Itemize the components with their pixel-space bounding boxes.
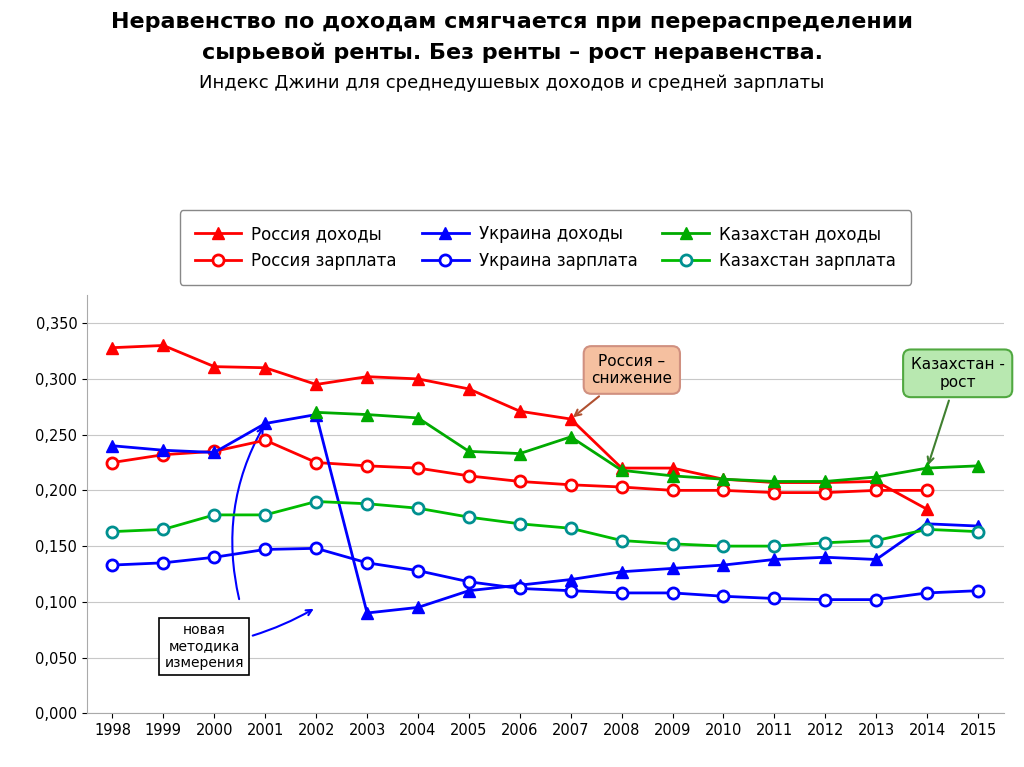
Text: Индекс Джини для среднедушевых доходов и средней зарплаты: Индекс Джини для среднедушевых доходов и… (200, 74, 824, 92)
Legend: Россия доходы, Россия зарплата, Украина доходы, Украина зарплата, Казахстан дохо: Россия доходы, Россия зарплата, Украина … (180, 210, 910, 285)
Text: Неравенство по доходам смягчается при перераспределении: Неравенство по доходам смягчается при пе… (111, 12, 913, 31)
Text: сырьевой ренты. Без ренты – рост неравенства.: сырьевой ренты. Без ренты – рост неравен… (202, 42, 822, 63)
Text: Казахстан -
рост: Казахстан - рост (910, 357, 1005, 463)
Text: новая
методика
измерения: новая методика измерения (165, 610, 311, 670)
Text: Россия –
снижение: Россия – снижение (574, 354, 673, 416)
